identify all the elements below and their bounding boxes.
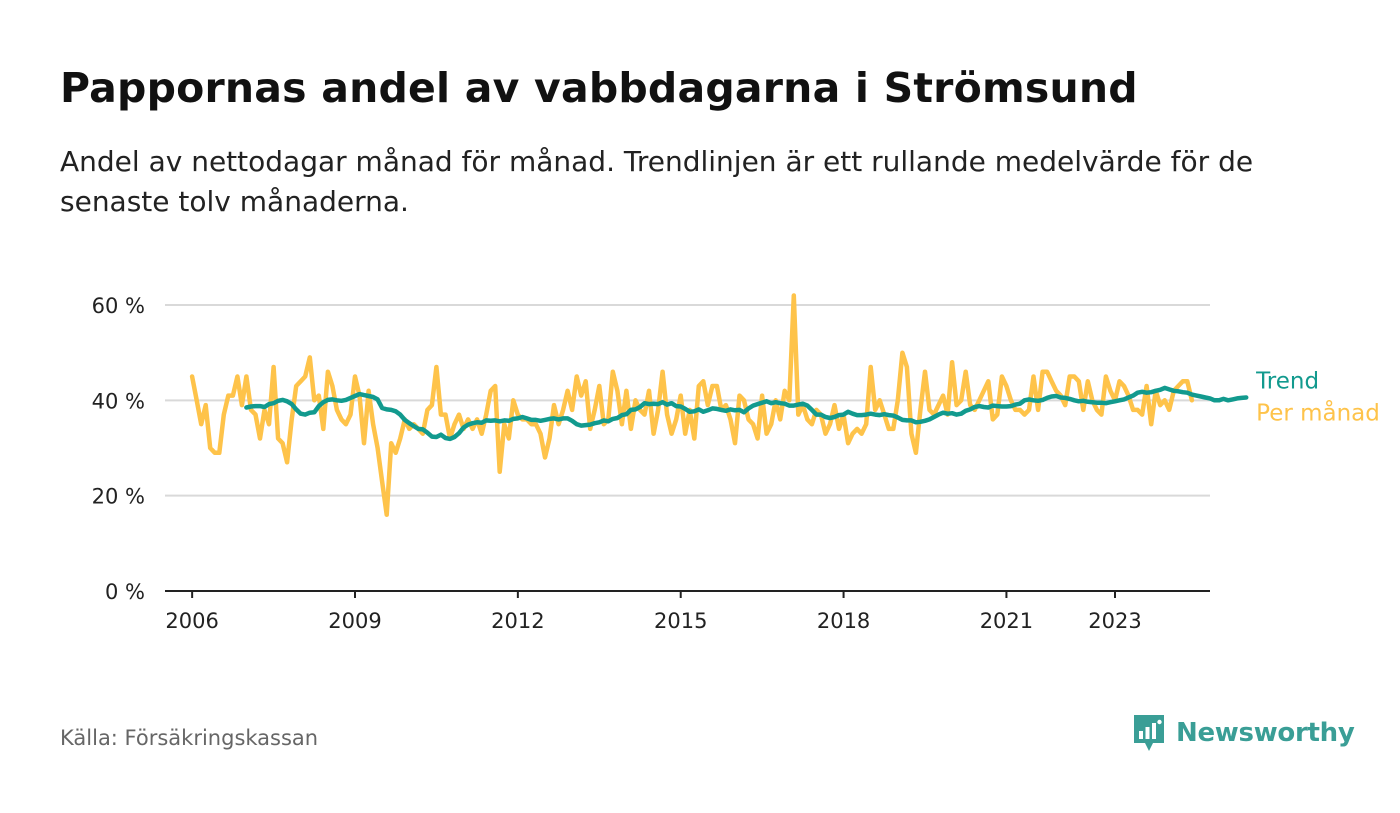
legend-label-trend: Trend <box>1255 368 1319 394</box>
page-title: Pappornas andel av vabbdagarna i Strömsu… <box>60 64 1138 112</box>
gridlines <box>165 304 1210 497</box>
chart-subtitle: Andel av nettodagar månad för månad. Tre… <box>60 145 1254 218</box>
y-tick-label: 0 % <box>105 580 145 604</box>
y-tick-label: 40 % <box>92 389 145 413</box>
series-line-trend <box>244 385 1249 442</box>
legend: Trend Per månad <box>1255 368 1380 426</box>
source-note: Källa: Försäkringskassan <box>60 726 319 750</box>
y-tick-label: 60 % <box>92 294 145 318</box>
x-tick-label: 2015 <box>654 609 707 633</box>
series-lines <box>189 293 1249 517</box>
x-tick-label: 2006 <box>165 609 218 633</box>
x-tick-label: 2018 <box>817 609 870 633</box>
series-line-per-manad <box>189 293 1195 517</box>
y-axis-ticks: 0 % 20 % 40 % 60 % <box>92 294 145 604</box>
y-tick-label: 20 % <box>92 485 145 509</box>
x-axis-ticks: 2006 2009 2012 2015 2018 2021 2023 <box>165 591 1142 633</box>
legend-label-per-manad: Per månad <box>1256 398 1380 426</box>
x-tick-label: 2012 <box>491 609 544 633</box>
brand-logo: Newsworthy <box>1132 712 1355 754</box>
brand-name: Newsworthy <box>1176 718 1355 748</box>
newsworthy-logo-icon <box>1134 715 1164 751</box>
x-tick-label: 2009 <box>328 609 381 633</box>
x-tick-label: 2021 <box>980 609 1033 633</box>
x-tick-label: 2023 <box>1088 609 1141 633</box>
